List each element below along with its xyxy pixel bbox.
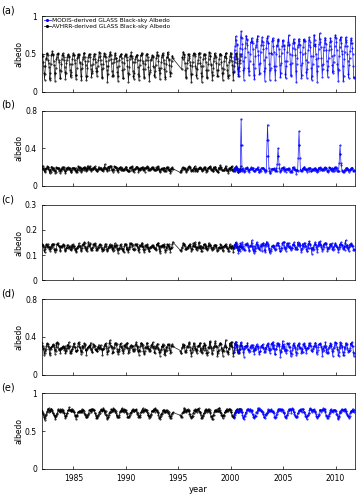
Y-axis label: albedo: albedo bbox=[14, 324, 23, 350]
Text: (e): (e) bbox=[1, 382, 15, 392]
X-axis label: year: year bbox=[189, 486, 208, 494]
Legend: MODIS-derived GLASS Black-sky Albedo, AVHRR-derived GLASS Black-sky Albedo: MODIS-derived GLASS Black-sky Albedo, AV… bbox=[43, 18, 171, 29]
Text: (d): (d) bbox=[1, 288, 15, 298]
Y-axis label: albedo: albedo bbox=[14, 418, 23, 444]
Y-axis label: albedo: albedo bbox=[14, 230, 23, 256]
Y-axis label: albedo: albedo bbox=[14, 135, 23, 161]
Text: (c): (c) bbox=[1, 194, 14, 204]
Text: (b): (b) bbox=[1, 100, 15, 110]
Text: (a): (a) bbox=[1, 6, 15, 16]
Y-axis label: albedo: albedo bbox=[14, 41, 23, 67]
